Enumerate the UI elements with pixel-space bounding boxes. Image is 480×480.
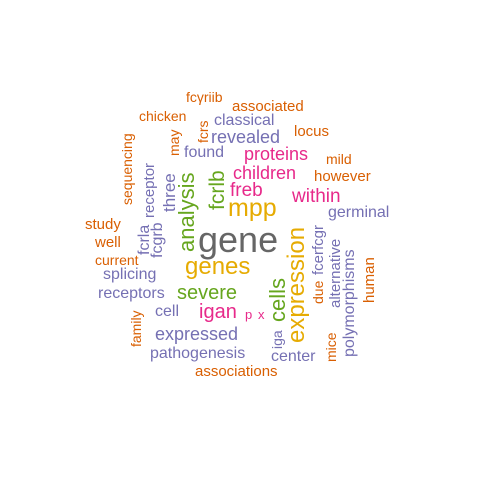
- word-fcrs: fcrs: [195, 120, 211, 143]
- word-fcrla: fcrla: [136, 224, 153, 255]
- word-iga: iga: [269, 330, 285, 349]
- word-x: x: [258, 307, 265, 322]
- word-pathogenesis: pathogenesis: [150, 345, 246, 362]
- word-due: due: [310, 280, 326, 304]
- word-p: p: [245, 307, 253, 322]
- word-within: within: [292, 186, 341, 207]
- word-revealed: revealed: [211, 127, 281, 147]
- word-receptor: receptor: [141, 162, 158, 218]
- word-splicing: splicing: [103, 266, 157, 283]
- word-gene: gene: [198, 219, 279, 260]
- word-may: may: [166, 129, 182, 156]
- word-genes: genes: [185, 253, 251, 280]
- word-current: current: [95, 252, 139, 268]
- word-found: found: [184, 144, 225, 161]
- word-center: center: [271, 348, 316, 365]
- word-igan: igan: [199, 301, 237, 323]
- word-germinal: germinal: [328, 204, 390, 221]
- word-three: three: [160, 173, 179, 212]
- word-classical: classical: [214, 112, 275, 129]
- word-mice: mice: [323, 332, 339, 362]
- word-fcrlb: fcrlb: [206, 170, 229, 210]
- word-sequencing: sequencing: [119, 133, 135, 205]
- word-polymorphisms: polymorphisms: [341, 249, 358, 357]
- word-mild: mild: [326, 151, 352, 167]
- word-proteins: proteins: [244, 144, 309, 164]
- word-well: well: [95, 234, 121, 251]
- word-fcriib: fcγriib: [186, 89, 223, 105]
- word-analysis: analysis: [174, 172, 199, 252]
- word-receptors: receptors: [98, 285, 165, 302]
- word-cell: cell: [155, 303, 180, 320]
- word-mpp: mpp: [228, 194, 277, 222]
- word-family: family: [128, 310, 144, 347]
- word-associated: associated: [232, 98, 304, 115]
- word-freb: freb: [230, 180, 263, 201]
- word-children: children: [233, 163, 297, 183]
- word-severe: severe: [177, 282, 238, 304]
- word-however: however: [314, 168, 371, 185]
- word-locus: locus: [294, 123, 330, 140]
- word-expressed: expressed: [155, 324, 239, 344]
- word-fcerfcgr: fcerfcgr: [310, 224, 327, 275]
- word-associations: associations: [195, 363, 278, 380]
- word-study: study: [85, 216, 121, 233]
- word-human: human: [361, 257, 378, 303]
- word-chicken: chicken: [139, 108, 187, 124]
- word-cells: cells: [265, 277, 290, 322]
